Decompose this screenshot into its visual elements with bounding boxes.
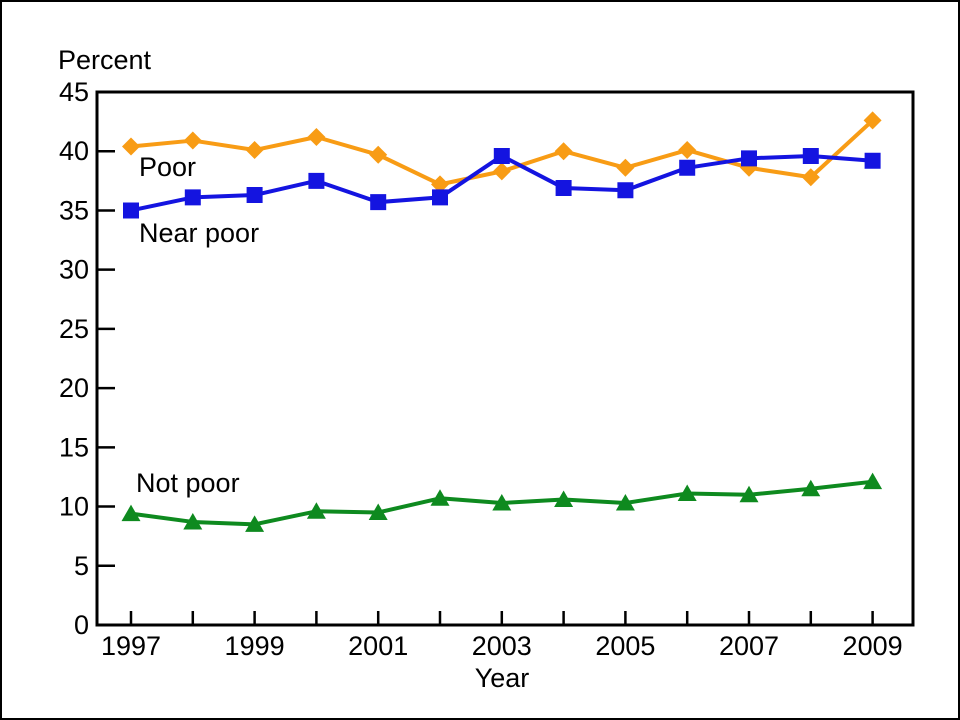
x-tick-label: 1997: [101, 631, 161, 661]
data-point-near-poor: [802, 147, 819, 164]
y-tick-label: 35: [59, 195, 89, 225]
data-point-not-poor: [739, 485, 759, 503]
data-point-near-poor: [741, 150, 757, 167]
data-point-near-poor: [432, 189, 448, 206]
y-tick-label: 45: [59, 77, 89, 107]
x-tick-label: 2003: [472, 631, 532, 661]
data-point-poor: [431, 175, 449, 194]
data-point-not-poor: [615, 494, 635, 511]
data-point-poor: [307, 128, 326, 147]
data-point-near-poor: [679, 159, 696, 176]
y-tick-label: 0: [74, 610, 89, 640]
data-point-poor: [245, 141, 264, 160]
y-tick-label: 5: [74, 551, 89, 581]
data-point-near-poor: [617, 182, 634, 199]
x-tick-label: 2009: [843, 631, 903, 661]
x-axis-title: Year: [475, 663, 530, 693]
series-label-poor: Poor: [139, 152, 196, 182]
data-point-near-poor: [493, 147, 510, 164]
data-point-near-poor: [370, 194, 387, 211]
y-axis: 0 5 10 15 20 25 30 35 40 45: [59, 77, 115, 640]
series-label-near-poor: Near poor: [139, 218, 259, 248]
y-tick-label: 20: [59, 373, 89, 403]
x-axis: 1997 1999 2001 2003 2005 2007 2009: [101, 611, 903, 661]
x-tick-label: 2005: [595, 631, 655, 661]
y-tick-label: 40: [59, 136, 89, 166]
plot-area-border: [95, 90, 915, 627]
data-point-not-poor: [183, 512, 203, 530]
y-tick-label: 30: [59, 255, 89, 285]
data-point-poor: [369, 145, 388, 164]
data-point-poor: [678, 141, 697, 160]
data-point-poor: [183, 131, 202, 150]
y-tick-label: 15: [59, 432, 89, 462]
y-tick-label: 25: [59, 314, 89, 344]
data-point-not-poor: [430, 489, 450, 506]
data-point-poor: [492, 162, 511, 181]
data-point-near-poor: [308, 172, 325, 189]
data-point-poor: [616, 158, 635, 177]
data-point-not-poor: [121, 504, 141, 522]
data-point-not-poor: [492, 494, 512, 511]
data-point-near-poor: [246, 187, 263, 204]
data-point-not-poor: [554, 490, 574, 507]
data-point-poor: [801, 168, 820, 187]
x-tick-label: 2001: [348, 631, 408, 661]
data-point-not-poor: [306, 502, 326, 519]
x-tick-label: 2007: [719, 631, 779, 661]
series-label-not-poor: Not poor: [136, 468, 240, 498]
data-point-near-poor: [555, 179, 572, 196]
y-axis-title: Percent: [58, 45, 152, 75]
y-tick-label: 10: [59, 492, 89, 522]
data-point-not-poor: [368, 503, 388, 520]
data-point-poor: [554, 142, 573, 161]
data-point-near-poor: [123, 202, 139, 219]
data-point-not-poor: [863, 472, 883, 490]
data-point-not-poor: [801, 479, 821, 497]
data-point-near-poor: [864, 152, 881, 169]
x-tick-label: 1999: [225, 631, 285, 661]
data-point-near-poor: [184, 189, 201, 206]
series-lines: [121, 111, 883, 532]
data-point-poor: [863, 111, 882, 130]
data-point-not-poor: [677, 484, 697, 502]
data-point-poor: [122, 137, 140, 156]
data-point-not-poor: [245, 515, 265, 532]
